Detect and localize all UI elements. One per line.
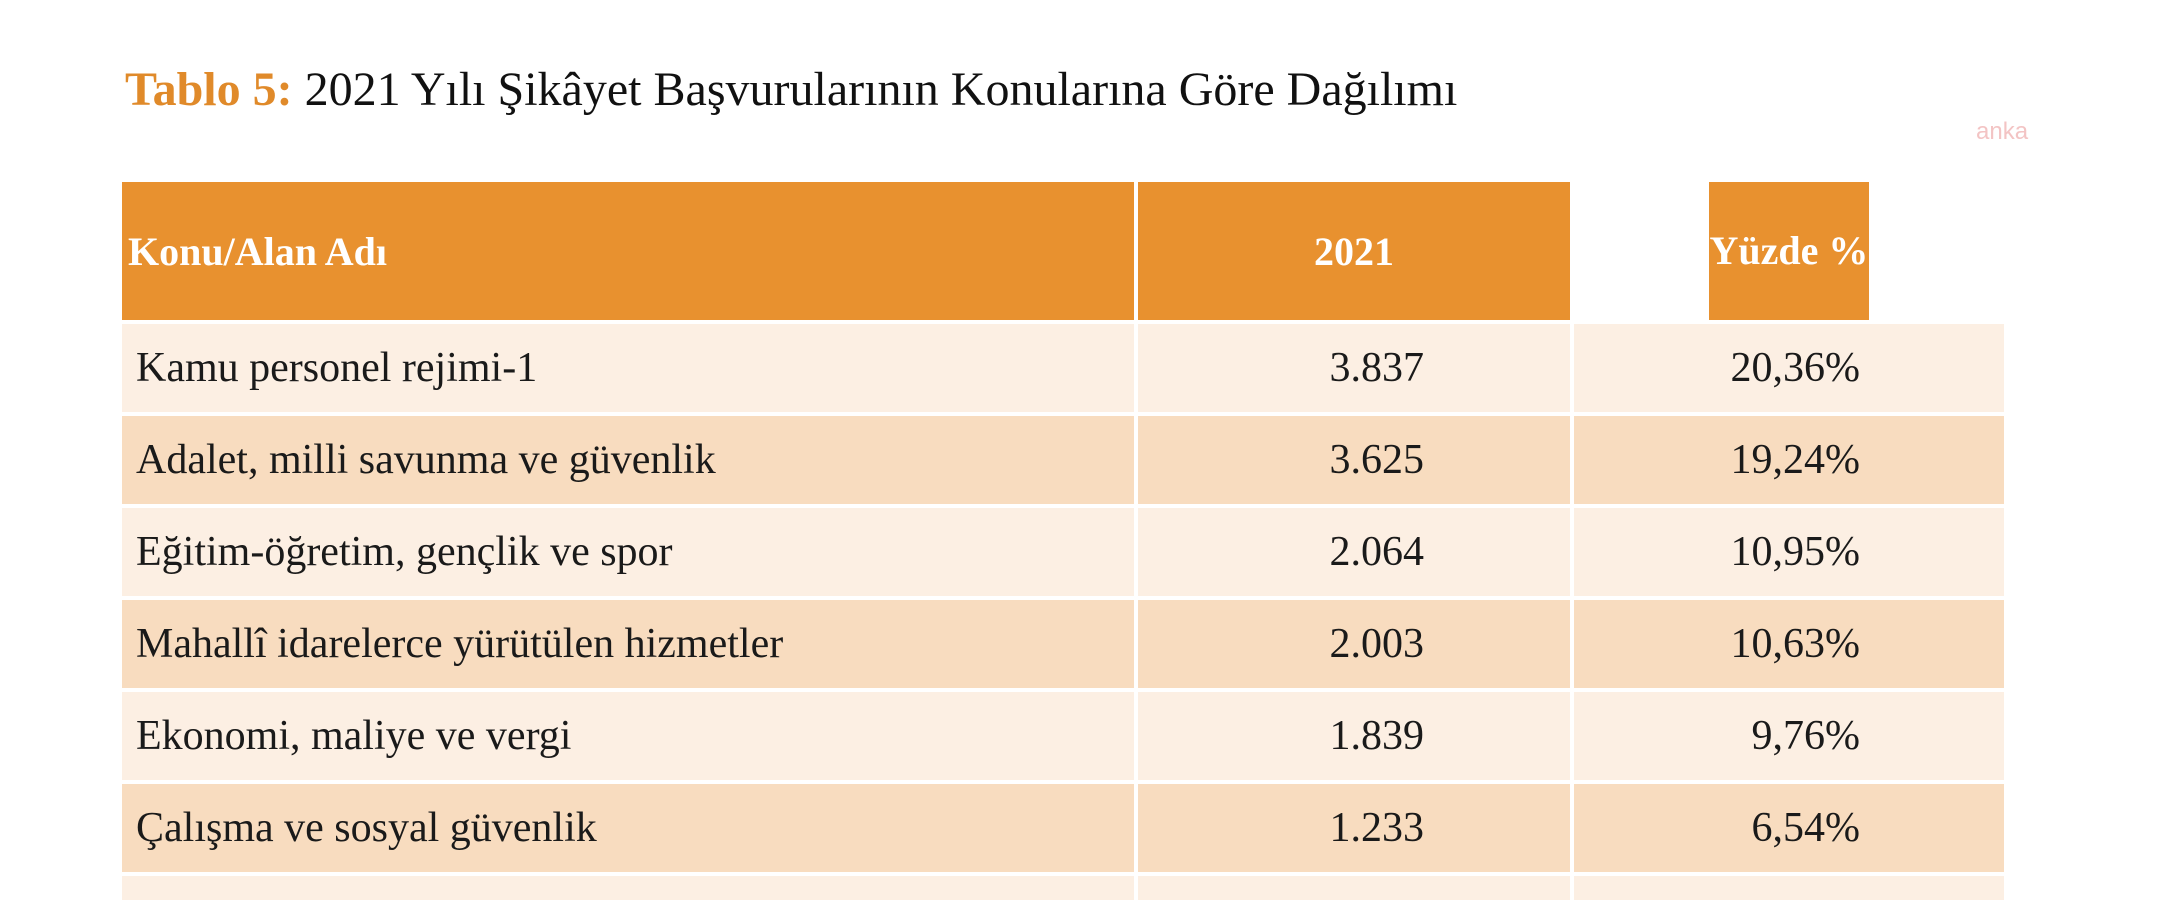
percent-cell: 10,95% xyxy=(1574,508,2004,596)
topic-cell: Adalet, milli savunma ve güvenlik xyxy=(122,416,1134,504)
count-cell: 1.233 xyxy=(1138,784,1570,872)
count-cell: 3.625 xyxy=(1138,416,1570,504)
percent-cell: 6,54% xyxy=(1574,784,2004,872)
count-cell: 3.837 xyxy=(1138,324,1570,412)
watermark: anka xyxy=(1976,118,2029,145)
percent-cell: 19,24% xyxy=(1574,416,2004,504)
topic-cell: Ekonomi, maliye ve vergi xyxy=(122,692,1134,780)
cut-row xyxy=(1138,876,1570,900)
column-header: Yüzde % xyxy=(1709,182,1869,320)
topic-cell: Çalışma ve sosyal güvenlik xyxy=(122,784,1134,872)
title: Tablo 5: 2021 Yılı Şikâyet Başvurularını… xyxy=(125,62,1457,117)
topic-cell: Kamu personel rejimi-1 xyxy=(122,324,1134,412)
count-cell: 1.839 xyxy=(1138,692,1570,780)
column-header: 2021 xyxy=(1138,182,1570,320)
count-cell: 2.003 xyxy=(1138,600,1570,688)
column-header: Konu/Alan Adı xyxy=(122,182,1134,320)
topic-cell: Mahallî idarelerce yürütülen hizmetler xyxy=(122,600,1134,688)
table-title: 2021 Yılı Şikâyet Başvurularının Konular… xyxy=(304,63,1458,116)
count-cell: 2.064 xyxy=(1138,508,1570,596)
topic-cell: Eğitim-öğretim, gençlik ve spor xyxy=(122,508,1134,596)
percent-cell: 10,63% xyxy=(1574,600,2004,688)
percent-cell: 20,36% xyxy=(1574,324,2004,412)
percent-cell: 9,76% xyxy=(1574,692,2004,780)
table-label: Tablo 5: xyxy=(125,63,293,116)
cut-row xyxy=(122,876,1134,900)
cut-row xyxy=(1574,876,2004,900)
